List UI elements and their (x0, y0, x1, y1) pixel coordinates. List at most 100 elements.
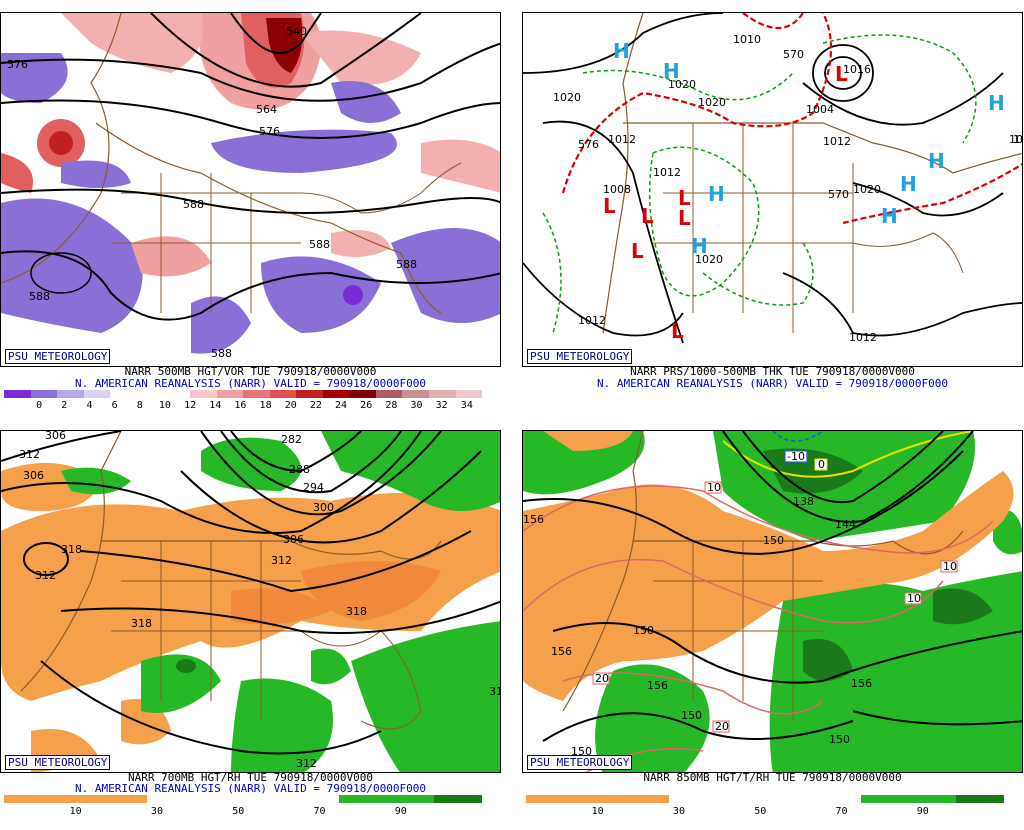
svg-text:306: 306 (45, 431, 66, 442)
panel-valid-line: N. AMERICAN REANALYSIS (NARR) VALID = 79… (75, 377, 426, 390)
svg-text:576: 576 (259, 125, 280, 138)
colorbar-tick-label: 70 (313, 806, 326, 817)
svg-text:150: 150 (681, 709, 702, 722)
svg-text:318: 318 (131, 617, 152, 630)
svg-text:306: 306 (283, 533, 304, 546)
colorbar-swatch (402, 390, 429, 398)
svg-text:10: 10 (943, 560, 957, 573)
svg-text:144: 144 (835, 518, 856, 531)
colorbar-swatch (908, 795, 957, 803)
svg-text:156: 156 (851, 677, 872, 690)
svg-text:1012: 1012 (1013, 133, 1023, 146)
svg-text:1010: 1010 (733, 33, 761, 46)
map-500mb-svg: 576 540 564 588 588 588 588 588 576 (1, 13, 500, 360)
svg-text:300: 300 (313, 501, 334, 514)
colorbar-tick-label: 90 (394, 806, 407, 817)
panel-500mb-vorticity: 576 540 564 588 588 588 588 588 576 PSU … (0, 12, 501, 412)
svg-text:312: 312 (271, 554, 292, 567)
colorbar-tick-label: 12 (184, 400, 197, 411)
psu-meteorology-badge: PSU METEOROLOGY (527, 755, 633, 770)
svg-text:564: 564 (256, 103, 277, 116)
svg-text:10: 10 (907, 592, 921, 605)
map-pressure-thickness: 1020 1012 1008 1012 1020 1020 1012 1012 … (522, 12, 1023, 367)
high-pressure-marker: H (988, 91, 1005, 115)
map-850mb: 156 150 150 138 144 156 156 156 150 150 … (522, 430, 1023, 773)
colorbar-ticks: 10 30 50 70 90 (526, 806, 1004, 818)
colorbar-swatch (136, 390, 164, 398)
colorbar-swatch (764, 795, 813, 803)
colorbar-swatch (99, 795, 148, 803)
svg-text:1020: 1020 (695, 253, 723, 266)
colorbar-swatch (269, 390, 297, 398)
svg-text:150: 150 (633, 624, 654, 637)
svg-text:576: 576 (7, 58, 28, 71)
colorbar-swatch (322, 390, 350, 398)
colorbar-swatch (621, 795, 670, 803)
svg-text:20: 20 (715, 720, 729, 733)
colorbar-ticks: 0 2 4 6 8 10 12 14 16 18 20 22 24 26 28 30 32 34 (4, 400, 482, 412)
colorbar-swatch (956, 795, 1004, 803)
colorbar-tick-label: 50 (232, 806, 245, 817)
low-pressure-marker: L (678, 186, 691, 210)
colorbar-swatch (429, 390, 456, 398)
svg-text:588: 588 (183, 198, 204, 211)
colorbar-swatch (189, 390, 217, 398)
svg-text:570: 570 (783, 48, 804, 61)
svg-text:312: 312 (296, 757, 317, 770)
svg-text:156: 156 (523, 513, 544, 526)
colorbar-swatch (30, 390, 58, 398)
panel-valid-line: N. AMERICAN REANALYSIS (NARR) VALID = 79… (75, 782, 426, 795)
low-pressure-marker: L (631, 239, 644, 263)
colorbar-swatch (434, 795, 482, 803)
psu-meteorology-badge: PSU METEOROLOGY (5, 755, 111, 770)
svg-text:1004: 1004 (806, 103, 834, 116)
colorbar-swatch (573, 795, 622, 803)
low-pressure-marker: L (641, 204, 654, 228)
svg-text:1020: 1020 (668, 78, 696, 91)
colorbar-tick-label: 18 (259, 400, 272, 411)
svg-text:282: 282 (281, 433, 302, 446)
svg-text:588: 588 (211, 347, 232, 360)
svg-text:588: 588 (29, 290, 50, 303)
colorbar-swatch (195, 795, 243, 803)
colorbar-tick-label: 20 (284, 400, 297, 411)
svg-text:1020: 1020 (553, 91, 581, 104)
colorbar-swatch (290, 795, 339, 803)
svg-text:10: 10 (1009, 133, 1023, 146)
map-500mb: 576 540 564 588 588 588 588 588 576 PSU … (0, 12, 501, 367)
colorbar-tick-label: 10 (158, 400, 171, 411)
high-pressure-marker: H (881, 204, 898, 228)
high-pressure-marker: H (708, 182, 725, 206)
svg-text:31: 31 (489, 685, 501, 698)
colorbar-swatch (669, 795, 718, 803)
svg-text:-10: -10 (787, 450, 805, 463)
colorbar-tick-label: 0 (36, 400, 43, 411)
colorbar-swatch (4, 390, 31, 398)
svg-text:288: 288 (289, 463, 310, 476)
colorbar-tick-label: 34 (460, 400, 473, 411)
map-thickness-svg: 1020 1012 1008 1012 1020 1020 1012 1012 … (523, 13, 1023, 344)
colorbar-swatch (110, 390, 137, 398)
svg-text:294: 294 (303, 481, 324, 494)
colorbar-vorticity (4, 390, 483, 398)
colorbar-tick-label: 16 (234, 400, 247, 411)
svg-text:1012: 1012 (608, 133, 636, 146)
svg-text:1008: 1008 (603, 183, 631, 196)
colorbar-swatch (296, 390, 323, 398)
svg-text:1012: 1012 (823, 135, 851, 148)
svg-text:0: 0 (818, 458, 825, 471)
colorbar-swatch (243, 390, 270, 398)
colorbar-swatch (4, 795, 52, 803)
high-pressure-marker: H (900, 172, 917, 196)
colorbar-tick-label: 24 (335, 400, 348, 411)
svg-text:318: 318 (346, 605, 367, 618)
svg-text:570: 570 (828, 188, 849, 201)
colorbar-swatch (216, 390, 244, 398)
svg-text:1020: 1020 (853, 183, 881, 196)
svg-text:588: 588 (309, 238, 330, 251)
svg-text:312: 312 (19, 448, 40, 461)
colorbar-tick-label: 6 (111, 400, 118, 411)
colorbar-tick-label: 70 (835, 806, 848, 817)
colorbar-ticks: 10 30 50 70 90 (4, 806, 482, 818)
svg-text:150: 150 (829, 733, 850, 746)
